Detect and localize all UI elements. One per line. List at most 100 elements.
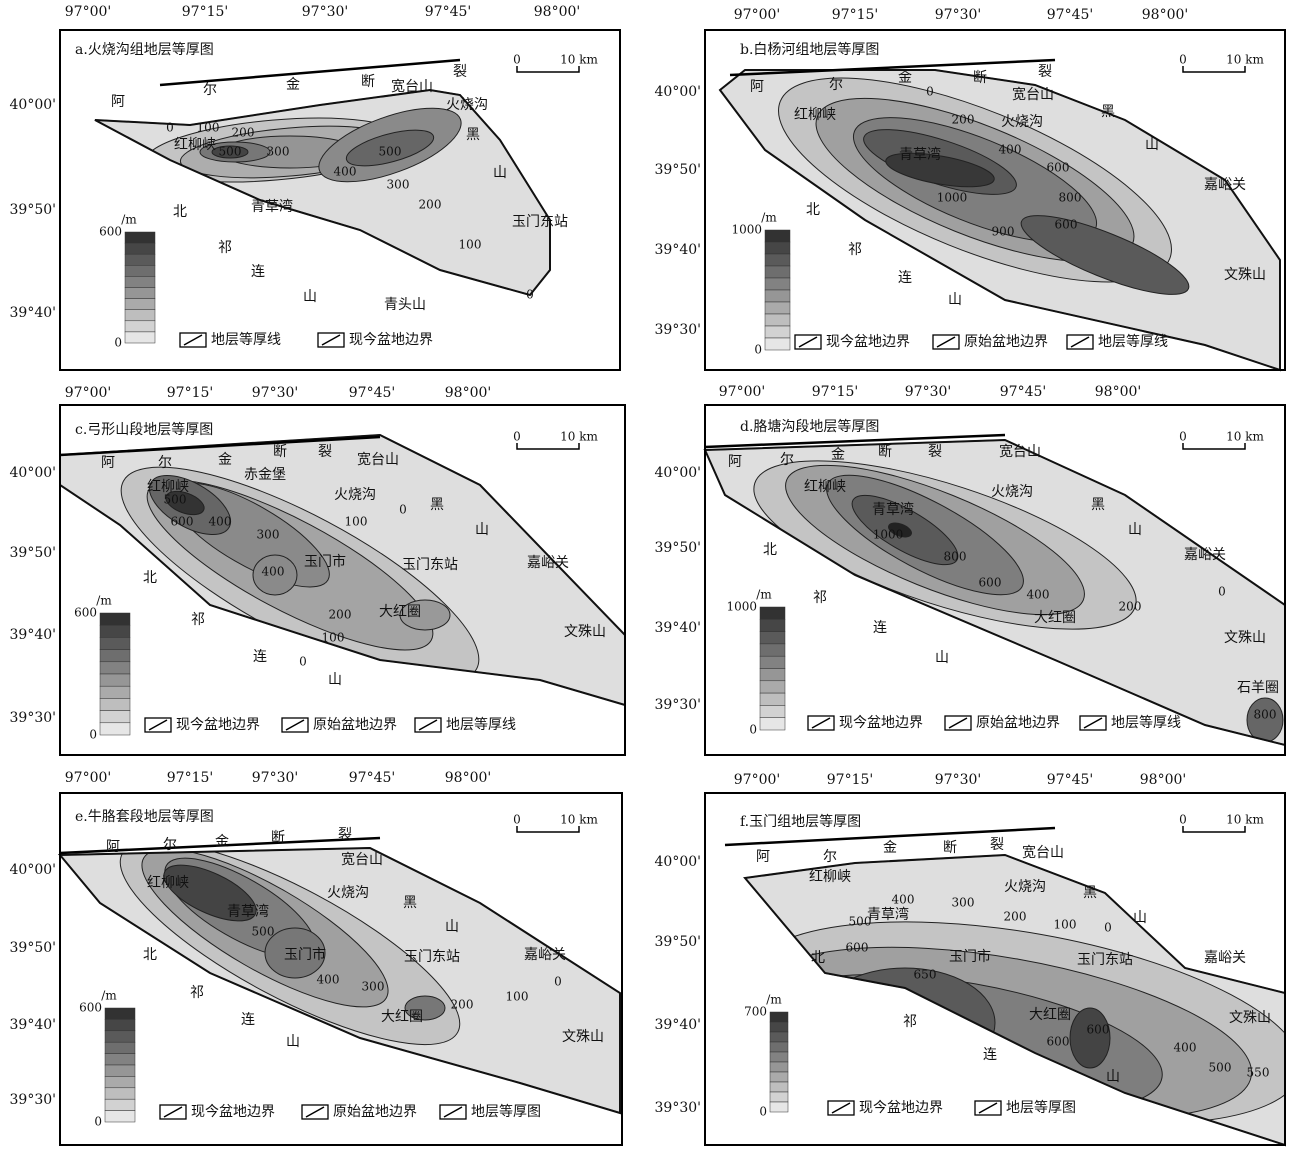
longitude-label: 97°30' [252,770,298,786]
place-name: 黑 [466,127,480,143]
longitude-label: 97°00' [65,4,111,20]
longitude-label: 97°15' [167,770,213,786]
place-name: 北 [143,947,157,963]
longitude-label: 97°30' [935,7,981,23]
legend-swatch [104,1041,136,1054]
place-name: 山 [303,289,317,305]
contour-label: 100 [506,990,529,1004]
contour-label: 200 [1004,910,1027,924]
contour-label: 100 [322,631,345,645]
legend-swatch [764,301,791,315]
scale-zero: 0 [513,53,521,67]
place-name: 火烧沟 [446,97,488,113]
place-name: 山 [948,292,962,308]
legend-swatch [104,1064,136,1077]
contour-label: 200 [419,198,442,212]
place-name: 嘉峪关 [1204,950,1246,966]
place-name: 山 [328,672,342,688]
legend-item: 现今盆地边界 [859,1100,943,1116]
map-panel: d.胳塘沟段地层等厚图 97°00' 97°15' 97°30' 97°45' 98°00… [655,384,1286,756]
panel-frame [704,29,1286,371]
place-name: 尔 [203,82,217,98]
contour-label: 200 [329,608,352,622]
place-name: 文殊山 [562,1029,604,1045]
fault-line [724,826,1056,847]
legend-swatch [99,649,131,663]
legend-swatch [124,276,156,288]
longitude-label: 98°00' [1095,384,1141,400]
contour-label: 500 [219,145,242,159]
contour-label: 100 [345,515,368,529]
legend-swatch [124,309,156,322]
legend-icon-line [305,1106,325,1118]
place-name: 金 [898,70,912,86]
legend-swatch [759,705,786,718]
legend-icon-line [148,719,168,731]
place-name: 金 [883,840,897,856]
legend-swatch [759,692,786,706]
place-name: 宽台山 [1012,86,1054,103]
longitude-label: 98°00' [445,770,491,786]
place-name: 北 [173,204,187,220]
contour-label: 600 [846,941,869,955]
place-name: 宽台山 [391,78,433,95]
place-name: 尔 [823,849,837,865]
legend-icon-line [1070,336,1090,348]
latitude-label: 39°40' [655,242,701,258]
contour-label: 0 [1104,921,1112,935]
place-name: 祁 [848,242,862,258]
panel-frame [59,792,623,1146]
panel-title: a.火烧沟组地层等厚图 [75,41,214,58]
latitude-label: 39°50' [655,934,701,950]
place-name: 文殊山 [1229,1010,1271,1026]
contour-label: 200 [232,126,255,140]
legend-swatch [124,231,156,244]
contour-label: 500 [164,493,187,507]
contour-label: 650 [914,968,937,982]
legend-swatch [769,1011,789,1023]
legend-swatch [124,253,156,266]
contour-label: 0 [926,85,934,99]
place-name: 青草湾 [899,146,941,163]
contour-label: 200 [952,113,975,127]
longitude-label: 97°15' [167,385,213,401]
latitude-label: 39°40' [10,627,56,643]
contour-label: 100 [197,121,220,135]
contour-label: 200 [451,998,474,1012]
place-name: 文殊山 [1224,630,1266,646]
panel-title: b.白杨河组地层等厚图 [740,41,879,58]
contour-label: 400 [317,973,340,987]
legend-icon-line [183,334,203,346]
latitude-label: 40°00' [655,854,701,870]
scale-bar [516,826,580,833]
contour-label: 800 [1059,191,1082,205]
legend-swatch [764,289,791,303]
place-name: 山 [935,650,949,666]
legend-item: 现今盆地边界 [826,334,910,350]
panel-title: e.牛胳套段地层等厚图 [75,808,214,825]
latitude-label: 39°30' [10,1092,56,1108]
place-name: 红柳峡 [174,136,216,153]
place-name: 青草湾 [872,501,914,518]
longitude-label: 98°00' [1140,772,1186,788]
legend-item: 地层等厚图 [471,1103,541,1120]
place-name: 火烧沟 [1004,879,1046,895]
place-name: 祁 [813,590,827,606]
isopach-zone [404,995,446,1021]
legend-unit: /m [101,989,117,1003]
legend-swatch [764,313,791,327]
isopach-zone [264,927,326,979]
place-name: 裂 [1038,64,1052,80]
contour-label: 400 [334,165,357,179]
longitude-label: 97°45' [349,770,395,786]
longitude-label: 97°45' [1047,7,1093,23]
legend-icon-line [811,717,831,729]
legend-icon-line [978,1102,998,1114]
legend-swatch [759,643,786,657]
scale-label: 10 km [1226,53,1264,67]
longitude-label: 97°15' [827,772,873,788]
place-name: 阿 [750,79,764,95]
place-name: 北 [811,950,825,966]
latitude-label: 40°00' [10,465,56,481]
